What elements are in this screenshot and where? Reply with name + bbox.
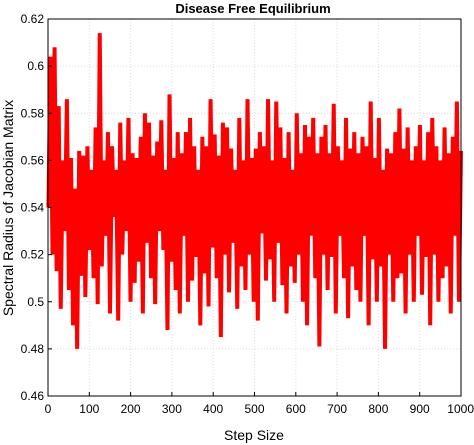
x-tick-label: 0 bbox=[45, 402, 52, 416]
y-tick-label: 0.5 bbox=[27, 295, 44, 309]
series-layer bbox=[46, 33, 463, 349]
y-tick-label: 0.62 bbox=[21, 12, 45, 26]
y-tick-label: 0.58 bbox=[21, 106, 45, 120]
x-tick-label: 300 bbox=[162, 402, 182, 416]
y-tick-label: 0.56 bbox=[21, 153, 45, 167]
x-tick-label: 400 bbox=[203, 402, 223, 416]
x-tick-label: 600 bbox=[286, 402, 306, 416]
y-tick-label: 0.54 bbox=[21, 201, 45, 215]
x-axis-label: Step Size bbox=[224, 427, 284, 443]
y-axis-label: Spectral Radius of Jacobian Matrix bbox=[0, 100, 16, 316]
x-tick-label: 800 bbox=[368, 402, 388, 416]
y-ticks: 0.46 0.48 0.5 0.52 0.54 0.56 0.58 0.6 0.62 bbox=[21, 12, 52, 403]
y-tick-label: 0.46 bbox=[21, 389, 45, 403]
y-tick-label: 0.52 bbox=[21, 248, 45, 262]
y-tick-label: 0.6 bbox=[27, 59, 44, 73]
x-tick-label: 100 bbox=[79, 402, 99, 416]
x-tick-label: 1000 bbox=[447, 402, 474, 416]
x-tick-label: 500 bbox=[244, 402, 264, 416]
x-tick-label: 900 bbox=[410, 402, 430, 416]
series-line-0 bbox=[46, 33, 463, 349]
x-tick-label: 200 bbox=[121, 402, 141, 416]
y-tick-label: 0.48 bbox=[21, 342, 45, 356]
x-ticks: 0 100 200 300 400 500 600 700 800 900 1000 bbox=[45, 392, 474, 416]
x-tick-label: 700 bbox=[327, 402, 347, 416]
chart-title: Disease Free Equilibrium bbox=[175, 1, 330, 16]
